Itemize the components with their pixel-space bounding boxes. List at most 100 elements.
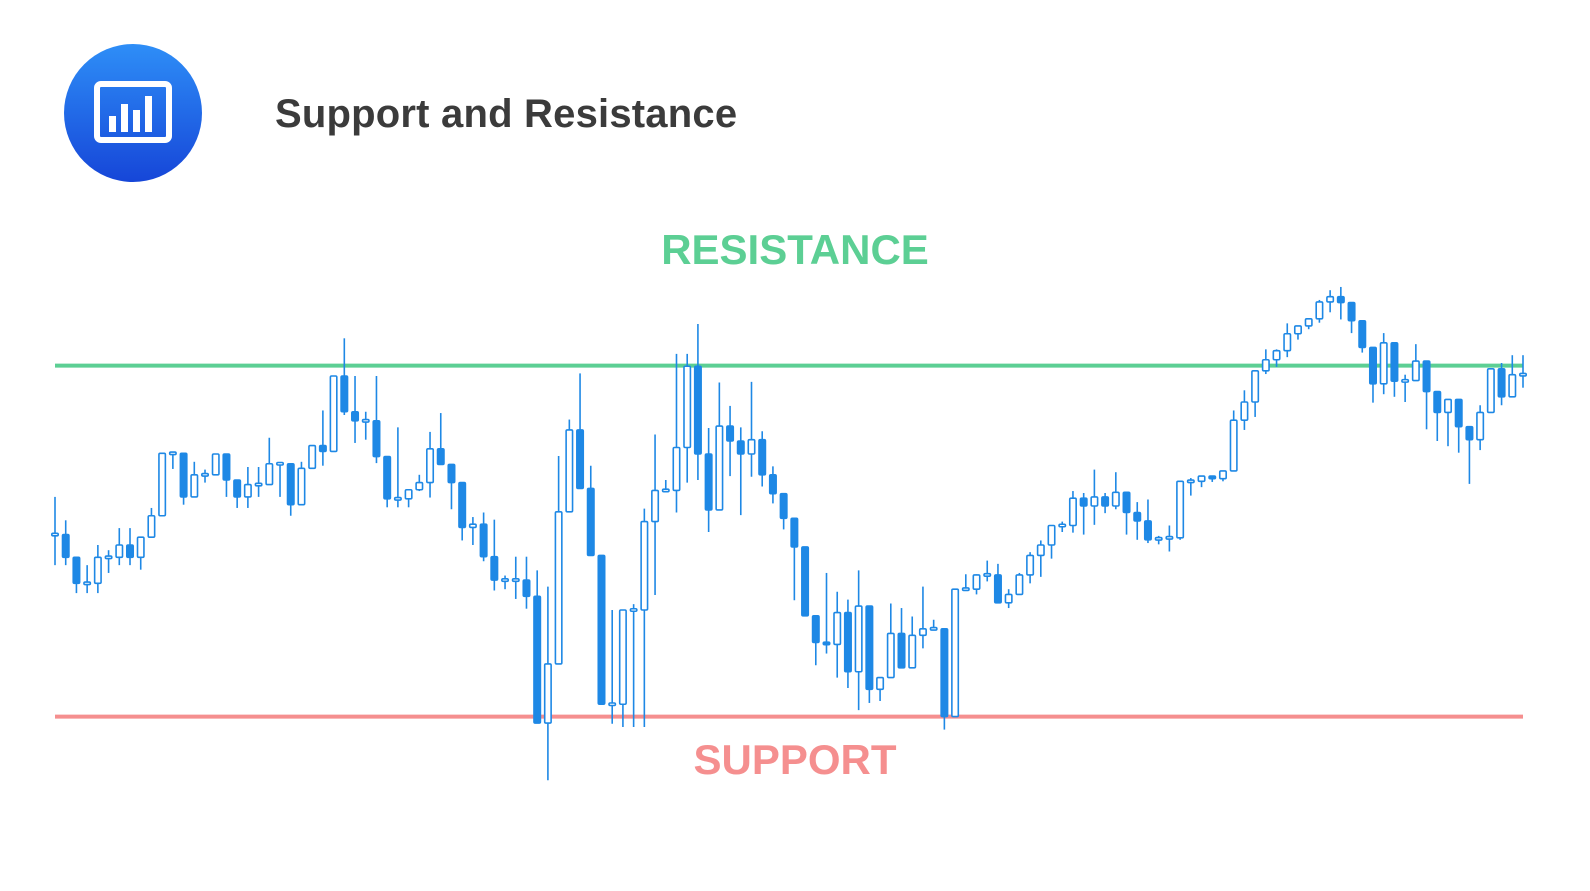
candle-body-up xyxy=(833,611,842,646)
candle-body-up xyxy=(661,488,670,493)
candle-body-up xyxy=(918,628,927,637)
candle xyxy=(265,437,274,486)
candle-body-down xyxy=(436,447,445,466)
candle-body-up xyxy=(393,496,402,501)
candle xyxy=(276,461,285,497)
candle-body-up xyxy=(1047,524,1056,546)
candle-body-up xyxy=(1154,536,1163,541)
candle xyxy=(501,575,510,590)
candle-body-down xyxy=(372,420,381,458)
candle xyxy=(661,480,670,493)
candles-group xyxy=(50,286,1528,781)
candle-body-up xyxy=(715,425,724,511)
candle xyxy=(1015,572,1024,596)
candle xyxy=(908,616,917,669)
candle xyxy=(1068,491,1077,533)
candle xyxy=(1293,325,1302,340)
candle-body-up xyxy=(276,461,285,466)
candle-body-up xyxy=(201,472,210,477)
candle xyxy=(393,427,402,508)
candle xyxy=(447,463,456,510)
candle xyxy=(1004,589,1013,609)
candle-body-down xyxy=(811,615,820,644)
candle-body-down xyxy=(790,517,799,548)
candle xyxy=(458,481,467,541)
candle xyxy=(747,381,756,477)
candle-body-up xyxy=(876,676,885,691)
candle-body-up xyxy=(329,375,338,453)
candle-body-up xyxy=(404,488,413,500)
candle-body-up xyxy=(1026,554,1035,576)
candle xyxy=(136,536,145,570)
candle-body-down xyxy=(125,544,135,559)
candle xyxy=(876,676,885,701)
candle xyxy=(1261,349,1270,375)
candle xyxy=(1101,493,1110,514)
candle-body-down xyxy=(1133,511,1142,522)
candle-body-up xyxy=(1218,470,1227,480)
page-title: Support and Resistance xyxy=(275,92,738,136)
candle xyxy=(1036,540,1045,577)
candle xyxy=(1272,349,1281,367)
candle xyxy=(897,608,906,669)
candle xyxy=(629,604,638,727)
candle-body-down xyxy=(1433,390,1442,414)
candle-body-down xyxy=(586,487,595,557)
candle xyxy=(329,375,338,453)
candle-body-down xyxy=(758,438,767,476)
candle xyxy=(201,469,210,483)
candle xyxy=(1154,535,1163,545)
candle xyxy=(1197,475,1206,488)
candle-body-up xyxy=(972,574,981,591)
candle-body-down xyxy=(1079,497,1088,507)
candle-body-down xyxy=(822,641,831,646)
candle xyxy=(683,353,692,483)
candle-body-down xyxy=(1347,301,1356,322)
candle-body-up xyxy=(1068,497,1077,527)
candle xyxy=(543,586,552,781)
candle-body-down xyxy=(490,555,499,581)
candle-body-down xyxy=(458,481,467,529)
candle xyxy=(50,496,60,566)
candle-body-down xyxy=(1422,360,1431,393)
candle-body-up xyxy=(618,609,627,706)
candle xyxy=(1133,502,1142,540)
candle-body-up xyxy=(929,626,938,631)
candle xyxy=(726,405,735,477)
candle xyxy=(811,615,820,666)
candle-body-up xyxy=(415,481,424,491)
candle xyxy=(854,570,863,711)
candle-body-down xyxy=(351,410,360,422)
candle xyxy=(436,413,445,466)
candle-body-down xyxy=(1497,368,1506,398)
candle-body-down xyxy=(801,546,810,617)
candle xyxy=(93,545,102,594)
candle xyxy=(383,455,392,508)
candle xyxy=(1454,398,1463,453)
candle xyxy=(1251,369,1260,417)
candle xyxy=(1347,301,1356,334)
logo-badge xyxy=(64,44,202,182)
candle-body-down xyxy=(1368,346,1377,385)
candle-body-up xyxy=(683,365,692,449)
candle-body-down xyxy=(693,365,702,455)
candle-body-up xyxy=(1293,325,1302,335)
candle xyxy=(576,373,585,490)
candle-body-up xyxy=(543,663,552,724)
candle xyxy=(1240,390,1249,430)
candle xyxy=(961,574,970,592)
candle xyxy=(565,419,574,513)
candle-body-up xyxy=(1004,593,1013,604)
candle xyxy=(790,517,799,601)
candle xyxy=(1390,342,1399,397)
candle-body-up xyxy=(1315,301,1324,320)
candle-body-down xyxy=(1336,295,1345,304)
candle-body-up xyxy=(983,572,992,577)
candle-body-up xyxy=(1443,398,1453,414)
candle-body-down xyxy=(865,605,874,691)
candle xyxy=(843,599,852,688)
candle xyxy=(1047,524,1056,559)
candle-body-down xyxy=(843,611,852,673)
candle xyxy=(1090,469,1099,525)
candle-body-up xyxy=(651,489,660,523)
